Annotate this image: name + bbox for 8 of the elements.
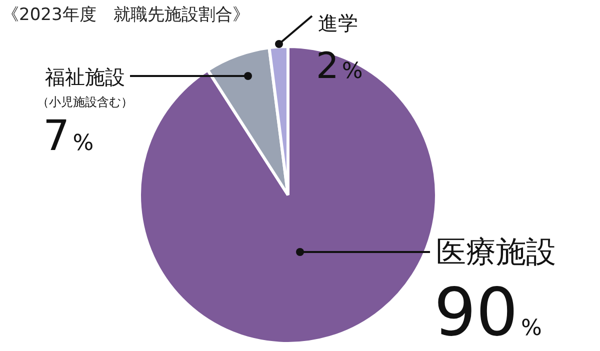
data-label: 2% — [316, 46, 363, 87]
data-label: 90% — [434, 274, 542, 351]
slice-label: 進学 — [318, 11, 358, 35]
slice-label: 医療施設 — [436, 235, 556, 270]
data-label: 7% — [43, 111, 94, 160]
chart-title: 《2023年度 就職先施設割合》 — [2, 5, 250, 25]
text: （小児施設含む） — [37, 95, 133, 109]
slice-label: 福祉施設 — [45, 65, 125, 89]
